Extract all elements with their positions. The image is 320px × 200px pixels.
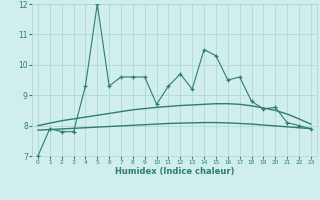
X-axis label: Humidex (Indice chaleur): Humidex (Indice chaleur) xyxy=(115,167,234,176)
